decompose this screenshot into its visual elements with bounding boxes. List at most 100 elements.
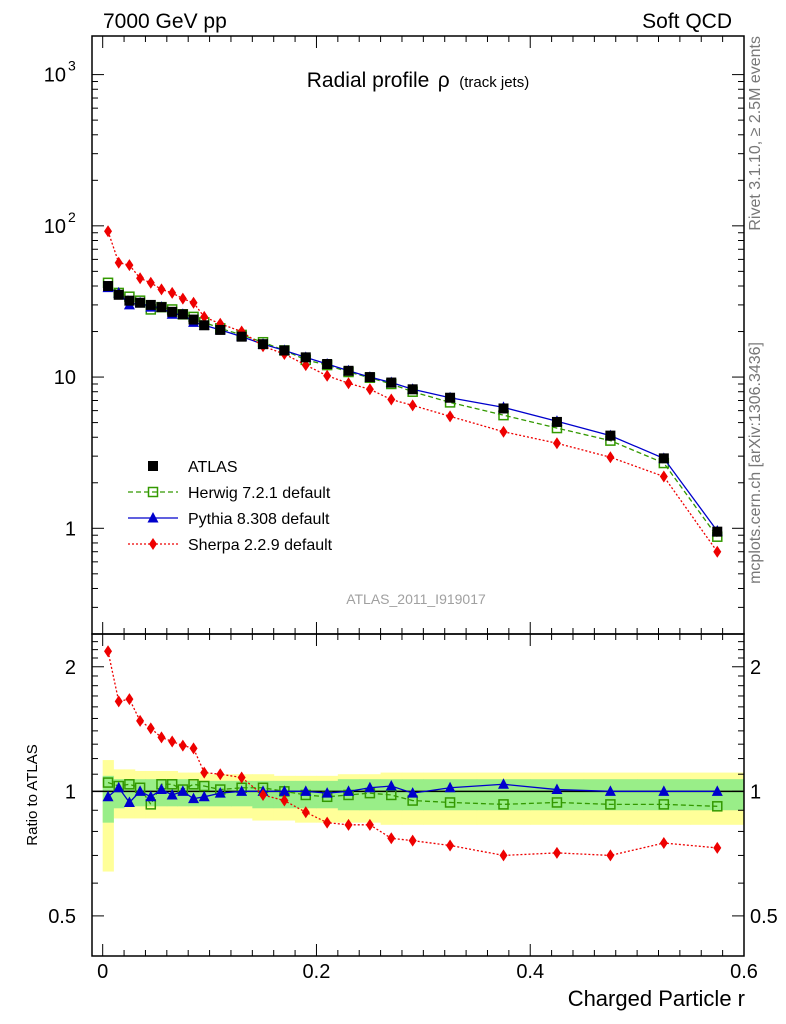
atlas-main-point xyxy=(605,430,616,441)
sherpa-ratio-point xyxy=(237,771,246,784)
atlas-main-point xyxy=(199,320,210,331)
pythia-ratio-point xyxy=(134,785,146,796)
sherpa-main-point xyxy=(125,259,134,272)
ratio-stat-band xyxy=(124,779,136,807)
sherpa-ratio-point xyxy=(114,695,123,708)
atlas-main-point xyxy=(135,297,146,308)
ratio-stat-band xyxy=(113,779,125,809)
legend: ATLAS Herwig 7.2.1 default Pythia 8.308 de… xyxy=(128,459,333,554)
sherpa-ratio-point xyxy=(125,693,134,706)
sherpa-main-point xyxy=(168,286,177,299)
sherpa-main-point xyxy=(136,272,145,285)
pythia-ratio-point xyxy=(444,781,456,793)
pythia-ratio-point xyxy=(214,787,226,798)
herwig-main-line xyxy=(107,282,718,538)
x-tick-label: 0.2 xyxy=(303,961,331,983)
sherpa-ratio-point xyxy=(387,832,396,845)
sherpa-ratio-point xyxy=(136,714,145,727)
sherpa-main-point xyxy=(114,256,123,269)
herwig-ratio-point xyxy=(188,779,199,790)
pythia-ratio-point xyxy=(300,785,312,796)
sherpa-ratio-point xyxy=(446,839,455,852)
atlas-main-point xyxy=(364,372,375,383)
sherpa-main-point xyxy=(157,283,166,296)
herwig-ratio-point xyxy=(444,797,456,808)
sherpa-ratio-point xyxy=(606,849,615,862)
ratio-uncertainty-bands xyxy=(92,760,745,872)
herwig-ratio-point xyxy=(712,801,723,812)
atlas-main-point xyxy=(177,309,188,320)
atlas-main-point xyxy=(712,526,723,537)
sherpa-main-point xyxy=(499,425,508,438)
atlas-main-point xyxy=(215,324,226,335)
atlas-main-point xyxy=(113,289,124,300)
sherpa-main-point xyxy=(408,399,417,412)
side-label-rivet: Rivet 3.1.10, ≥ 2.5M events xyxy=(747,36,764,231)
chart-title-main: Radial profile xyxy=(307,69,430,92)
sherpa-ratio-point xyxy=(552,846,561,859)
sherpa-main-point xyxy=(189,296,198,309)
atlas-main-point xyxy=(258,339,269,350)
pythia-ratio-point xyxy=(188,792,200,804)
sherpa-ratio-point xyxy=(259,788,268,801)
x-tick-label: 0.6 xyxy=(730,961,758,983)
atlas-main-point xyxy=(188,314,199,325)
atlas-legend-marker xyxy=(148,461,158,471)
herwig-ratio-point xyxy=(102,777,114,788)
herwig-ratio-point xyxy=(498,799,509,810)
sherpa-ratio-point xyxy=(280,794,289,807)
sherpa-main-point xyxy=(606,451,615,464)
atlas-main-point xyxy=(156,302,167,313)
sherpa-main-point xyxy=(552,437,561,450)
pythia-ratio-point xyxy=(236,785,248,796)
atlas-main-point xyxy=(551,416,562,427)
pythia-ratio-point xyxy=(604,785,616,796)
ratio-y-tick-label-right: 0.5 xyxy=(750,906,778,928)
ratio-y-tick-label-right: 1 xyxy=(750,781,761,803)
sherpa-main-point xyxy=(344,377,353,390)
sherpa-ratio-point xyxy=(157,731,166,744)
pythia-ratio-point xyxy=(407,787,419,798)
herwig-ratio-point xyxy=(551,797,563,808)
pythia-ratio-point xyxy=(155,783,167,795)
sherpa-ratio-point xyxy=(216,768,225,781)
sherpa-ratio-point xyxy=(200,766,209,779)
ratio-y-axis-label: Ratio to ATLAS xyxy=(24,744,41,845)
sherpa-ratio-point xyxy=(189,742,198,755)
ratio-y-tick-label-left: 0.5 xyxy=(48,906,76,928)
pythia-ratio-point xyxy=(198,790,210,802)
atlas-main-point xyxy=(658,453,669,464)
sherpa-legend-marker xyxy=(149,538,157,550)
sherpa-legend-label: Sherpa 2.2.9 default xyxy=(188,537,333,554)
main-y-tick-label: 10 xyxy=(44,65,66,87)
main-y-tick-label: 10 xyxy=(44,216,66,238)
pythia-ratio-point xyxy=(177,785,189,796)
pythia-ratio-point xyxy=(123,796,135,807)
ratio-panel-series xyxy=(102,645,723,862)
ratio-y-tick-label-left: 1 xyxy=(65,781,76,803)
atlas-main-point xyxy=(236,331,247,342)
pythia-ratio-point xyxy=(166,788,178,800)
main-y-tick-exponent: 2 xyxy=(68,209,76,225)
herwig-ratio-point xyxy=(166,779,178,790)
sherpa-main-point xyxy=(104,225,113,238)
atlas-main-point xyxy=(343,365,354,376)
ratio-y-tick-label-right: 2 xyxy=(750,657,761,679)
sherpa-ratio-point xyxy=(168,735,177,748)
sherpa-main-point xyxy=(146,276,155,289)
sherpa-main-point xyxy=(446,410,455,423)
pythia-ratio-point xyxy=(498,778,510,789)
pythia-ratio-point xyxy=(102,790,114,802)
herwig-legend-label: Herwig 7.2.1 default xyxy=(188,485,331,502)
sherpa-main-point xyxy=(365,383,374,396)
x-tick-label: 0.4 xyxy=(516,961,544,983)
herwig-ratio-point xyxy=(198,780,210,792)
atlas-main-point xyxy=(300,352,311,363)
sherpa-ratio-point xyxy=(408,834,417,847)
pythia-ratio-point xyxy=(658,785,670,796)
x-axis-label: Charged Particle r xyxy=(568,986,745,1011)
sherpa-main-point xyxy=(323,369,332,382)
atlas-main-point xyxy=(167,306,178,317)
